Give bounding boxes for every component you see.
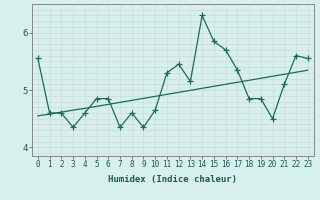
X-axis label: Humidex (Indice chaleur): Humidex (Indice chaleur) [108, 175, 237, 184]
